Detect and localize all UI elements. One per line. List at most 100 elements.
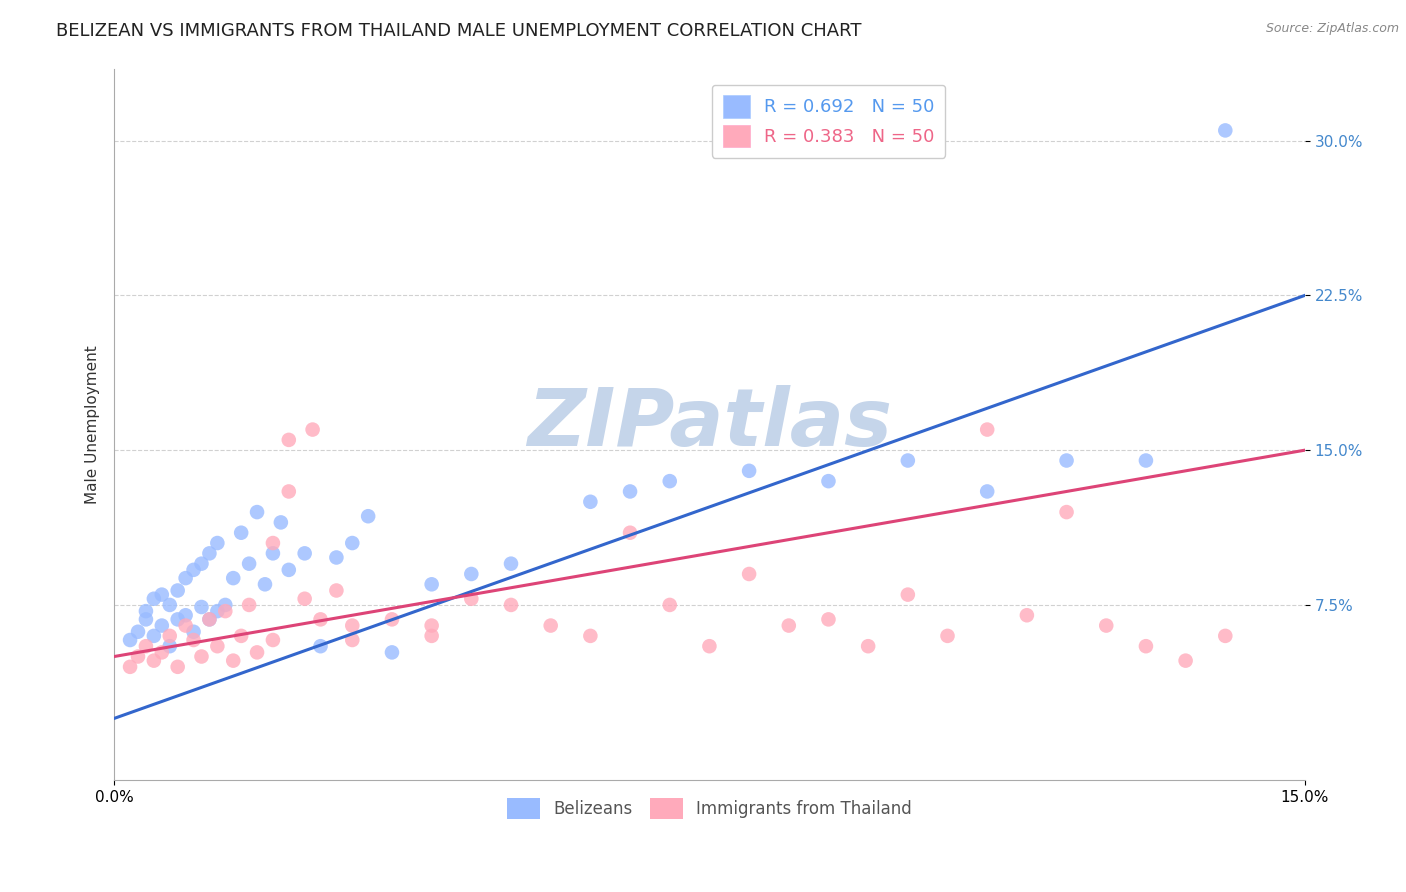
Point — [294, 591, 316, 606]
Point — [817, 612, 839, 626]
Point — [127, 624, 149, 639]
Point — [127, 649, 149, 664]
Point — [277, 563, 299, 577]
Point — [460, 591, 482, 606]
Point — [174, 618, 197, 632]
Text: ZIPatlas: ZIPatlas — [527, 385, 891, 464]
Point — [1174, 654, 1197, 668]
Point — [897, 588, 920, 602]
Point — [174, 571, 197, 585]
Point — [159, 639, 181, 653]
Point — [1095, 618, 1118, 632]
Point — [936, 629, 959, 643]
Point — [198, 612, 221, 626]
Point — [198, 612, 221, 626]
Point — [166, 583, 188, 598]
Point — [231, 629, 253, 643]
Point — [270, 516, 292, 530]
Point — [420, 577, 443, 591]
Point — [499, 598, 522, 612]
Point — [190, 649, 212, 664]
Point — [325, 550, 347, 565]
Point — [198, 546, 221, 560]
Point — [238, 557, 260, 571]
Point — [150, 618, 173, 632]
Point — [135, 612, 157, 626]
Point — [183, 563, 205, 577]
Point — [1213, 123, 1236, 137]
Point — [309, 612, 332, 626]
Point — [342, 632, 364, 647]
Point — [207, 639, 229, 653]
Point — [166, 612, 188, 626]
Point — [174, 608, 197, 623]
Point — [142, 654, 165, 668]
Point — [381, 645, 404, 659]
Point — [301, 423, 323, 437]
Point — [150, 588, 173, 602]
Point — [619, 484, 641, 499]
Point — [183, 624, 205, 639]
Point — [135, 639, 157, 653]
Y-axis label: Male Unemployment: Male Unemployment — [86, 345, 100, 504]
Point — [214, 604, 236, 618]
Point — [246, 645, 269, 659]
Point — [1056, 453, 1078, 467]
Point — [325, 583, 347, 598]
Point — [778, 618, 800, 632]
Point — [135, 604, 157, 618]
Point — [207, 536, 229, 550]
Point — [142, 629, 165, 643]
Point — [238, 598, 260, 612]
Point — [658, 598, 681, 612]
Point — [142, 591, 165, 606]
Point — [738, 566, 761, 581]
Point — [262, 536, 284, 550]
Point — [120, 660, 142, 674]
Point — [579, 629, 602, 643]
Point — [460, 566, 482, 581]
Point — [262, 546, 284, 560]
Point — [207, 604, 229, 618]
Point — [309, 639, 332, 653]
Point — [159, 598, 181, 612]
Point — [342, 536, 364, 550]
Point — [231, 525, 253, 540]
Point — [897, 453, 920, 467]
Point — [699, 639, 721, 653]
Point — [1213, 629, 1236, 643]
Point — [579, 495, 602, 509]
Point — [222, 571, 245, 585]
Point — [856, 639, 879, 653]
Point — [420, 618, 443, 632]
Point — [738, 464, 761, 478]
Point — [540, 618, 562, 632]
Point — [499, 557, 522, 571]
Point — [294, 546, 316, 560]
Point — [159, 629, 181, 643]
Point — [357, 509, 380, 524]
Point — [262, 632, 284, 647]
Point — [1135, 639, 1157, 653]
Point — [253, 577, 276, 591]
Point — [619, 525, 641, 540]
Point — [817, 474, 839, 488]
Point — [976, 423, 998, 437]
Text: Source: ZipAtlas.com: Source: ZipAtlas.com — [1265, 22, 1399, 36]
Text: BELIZEAN VS IMMIGRANTS FROM THAILAND MALE UNEMPLOYMENT CORRELATION CHART: BELIZEAN VS IMMIGRANTS FROM THAILAND MAL… — [56, 22, 862, 40]
Point — [214, 598, 236, 612]
Point — [381, 612, 404, 626]
Point — [120, 632, 142, 647]
Point — [246, 505, 269, 519]
Point — [1135, 453, 1157, 467]
Point — [342, 618, 364, 632]
Point — [183, 632, 205, 647]
Point — [150, 645, 173, 659]
Point — [166, 660, 188, 674]
Point — [277, 433, 299, 447]
Point — [190, 557, 212, 571]
Point — [1056, 505, 1078, 519]
Point — [1015, 608, 1038, 623]
Point — [976, 484, 998, 499]
Point — [420, 629, 443, 643]
